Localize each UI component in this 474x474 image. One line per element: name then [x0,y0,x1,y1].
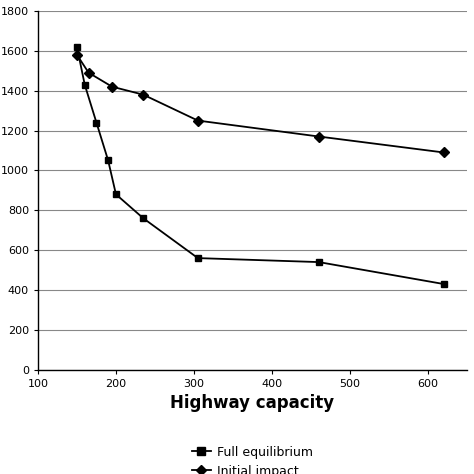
Full equilibrium [74,44,80,50]
Full equilibrium [105,157,111,163]
Initial impact [74,52,80,58]
Initial impact [195,118,201,123]
Initial impact [441,150,447,155]
Full equilibrium [93,120,99,126]
Initial impact [109,84,115,90]
Line: Initial impact: Initial impact [73,51,447,156]
Full equilibrium [195,255,201,261]
Line: Full equilibrium: Full equilibrium [73,43,447,288]
Initial impact [86,70,91,75]
Initial impact [316,134,322,139]
Initial impact [140,92,146,98]
Full equilibrium [82,82,88,88]
Full equilibrium [316,259,322,265]
Full equilibrium [113,191,119,197]
Full equilibrium [140,215,146,221]
Legend: Full equilibrium, Initial impact: Full equilibrium, Initial impact [187,440,318,474]
X-axis label: Highway capacity: Highway capacity [171,394,335,412]
Full equilibrium [441,281,447,287]
